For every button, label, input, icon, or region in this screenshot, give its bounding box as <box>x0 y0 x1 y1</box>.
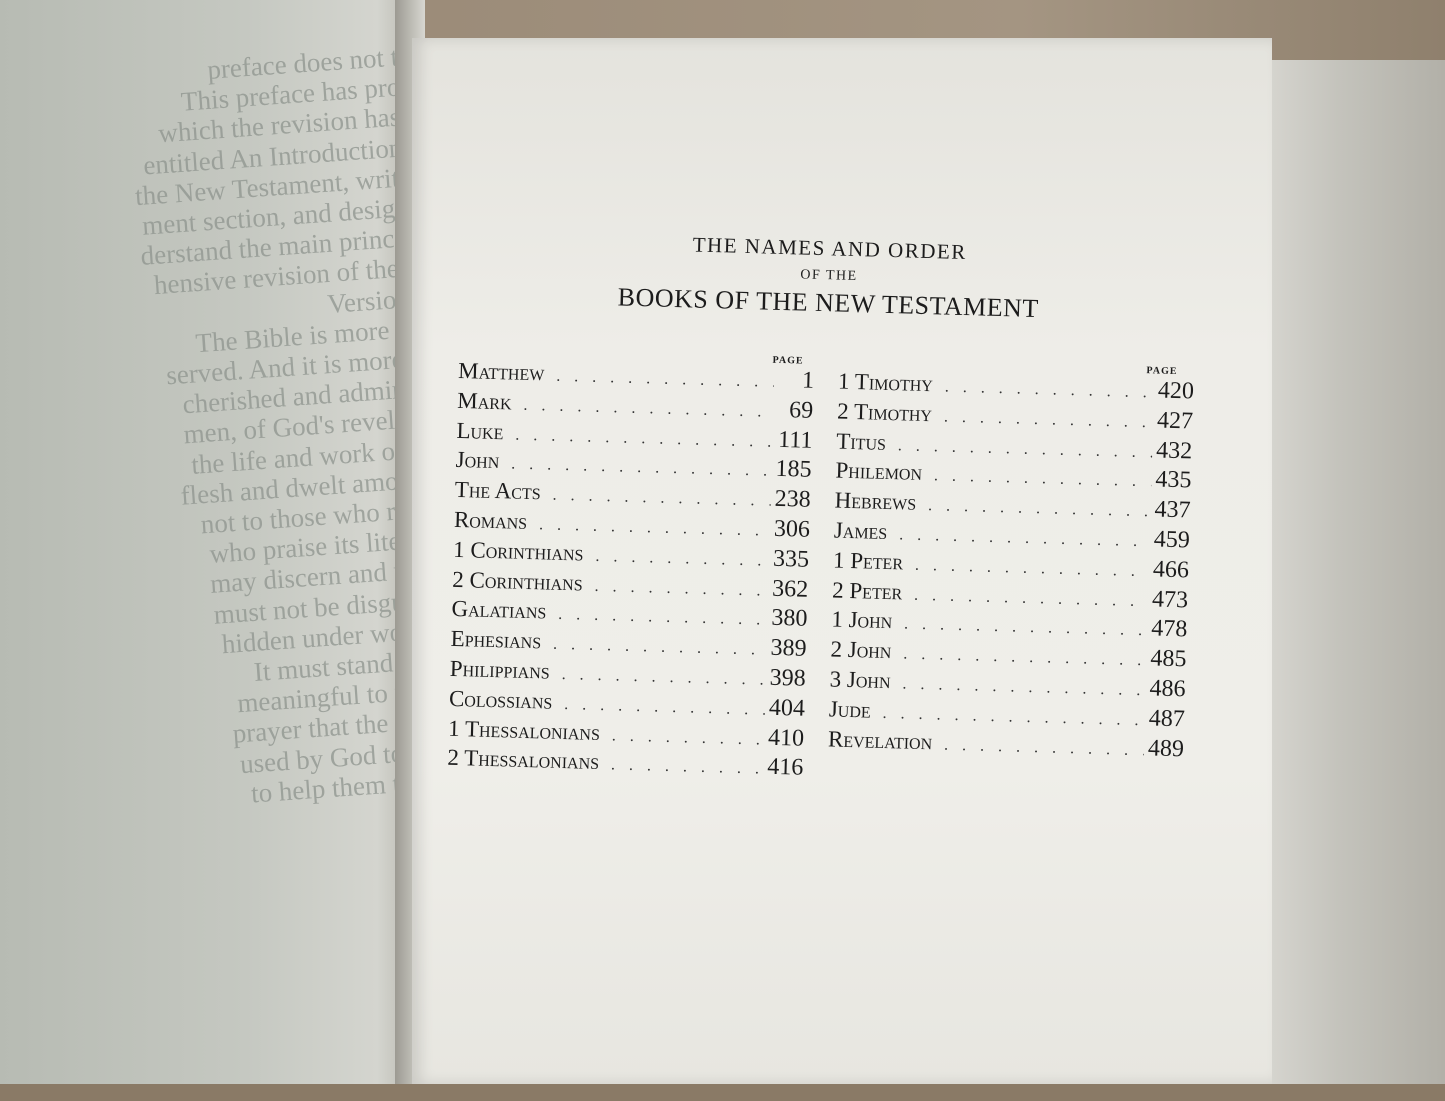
book-name: Luke <box>456 417 504 444</box>
page-number: 427 <box>1156 407 1194 435</box>
dot-leader: .................. <box>898 526 1150 552</box>
dot-leader: .................. <box>944 378 1155 403</box>
dot-leader: .................. <box>902 675 1146 701</box>
page-number: 437 <box>1154 496 1191 524</box>
page-number: 389 <box>770 634 807 662</box>
book-name: Hebrews <box>834 487 917 515</box>
page-number: 111 <box>777 426 813 454</box>
book-name: Matthew <box>457 357 545 386</box>
book-name: John <box>455 447 500 474</box>
page-number: 380 <box>771 605 808 633</box>
book-name: 2 Corinthians <box>452 566 584 596</box>
book-name: 2 Thessalonians <box>447 745 600 775</box>
book-name: Colossians <box>448 685 553 714</box>
dot-leader: .................. <box>882 704 1145 731</box>
book-name: James <box>833 517 888 544</box>
page-number: 487 <box>1148 705 1186 733</box>
page-number: 420 <box>1157 377 1195 405</box>
dot-leader: .................. <box>595 547 770 571</box>
page-number: 410 <box>767 724 805 752</box>
book-name: 1 John <box>831 606 893 634</box>
book-name: Jude <box>828 696 872 723</box>
page-number: 485 <box>1150 645 1187 673</box>
dot-leader: .................. <box>515 426 773 452</box>
book-name: Philemon <box>835 457 923 486</box>
page-number: 486 <box>1149 675 1186 703</box>
dot-leader: .................. <box>523 396 774 422</box>
dot-leader: .................. <box>511 455 772 482</box>
book-name: Romans <box>453 506 528 534</box>
book-name: 2 John <box>830 636 892 664</box>
page-number: 435 <box>1155 466 1192 494</box>
book-name: The Acts <box>454 477 542 505</box>
dot-leader: .................. <box>611 726 765 750</box>
page-number: 1 <box>801 367 815 394</box>
left-page: preface does not ta This preface has proc… <box>0 0 410 1084</box>
dot-leader: .................. <box>552 635 767 660</box>
dot-leader: .................. <box>927 497 1151 522</box>
page-number: 69 <box>788 397 814 424</box>
page-edges <box>1268 60 1445 1084</box>
dot-leader: .................. <box>943 408 1154 433</box>
book-name: 2 Timothy <box>836 398 933 426</box>
book-name: 1 Peter <box>832 547 904 575</box>
dot-leader: .................. <box>913 586 1149 611</box>
book-name: Ephesians <box>450 626 542 654</box>
page-number: 306 <box>773 515 811 543</box>
page-number: 478 <box>1150 615 1188 643</box>
page-number: 398 <box>769 664 807 692</box>
page-number: 459 <box>1153 526 1191 554</box>
page-number: 432 <box>1155 437 1193 465</box>
dot-leader: .................. <box>933 467 1152 492</box>
page-number: 466 <box>1152 556 1190 584</box>
page-number: 489 <box>1147 734 1185 762</box>
page-column-header-left: PAGE <box>772 354 804 367</box>
dot-leader: .................. <box>914 556 1150 582</box>
page-number: 238 <box>774 486 812 514</box>
book-name: 1 Timothy <box>837 368 934 397</box>
dot-leader: .................. <box>610 756 764 780</box>
dot-leader: .................. <box>564 695 766 720</box>
dot-leader: .................. <box>903 645 1147 671</box>
book-name: Philippians <box>449 655 551 684</box>
dot-leader: .................. <box>903 615 1148 641</box>
book-name: Revelation <box>827 726 933 754</box>
dot-leader: .................. <box>594 577 769 601</box>
dot-leader: .................. <box>538 516 771 541</box>
book-name: 2 Peter <box>831 577 903 605</box>
book-name: 1 Thessalonians <box>447 715 601 745</box>
book-name: Titus <box>836 428 887 455</box>
dot-leader: .................. <box>561 665 766 690</box>
book-name: Mark <box>457 387 512 415</box>
dot-leader: .................. <box>552 486 771 511</box>
dot-leader: .................. <box>897 436 1153 462</box>
page-number: 404 <box>768 694 806 722</box>
book-name: Galatians <box>451 596 547 624</box>
page-number: 362 <box>771 575 809 603</box>
dot-leader: .................. <box>558 606 768 631</box>
page-number: 185 <box>775 456 812 484</box>
right-page <box>412 38 1272 1084</box>
page-number: 416 <box>766 754 804 782</box>
book-name: 1 Corinthians <box>452 536 584 566</box>
page-number: 335 <box>772 545 810 573</box>
book-name: 3 John <box>829 666 891 694</box>
page-number: 473 <box>1151 586 1189 614</box>
dot-leader: .................. <box>943 736 1145 760</box>
dot-leader: .................. <box>556 367 775 392</box>
page-column-header-right: PAGE <box>1146 365 1178 378</box>
